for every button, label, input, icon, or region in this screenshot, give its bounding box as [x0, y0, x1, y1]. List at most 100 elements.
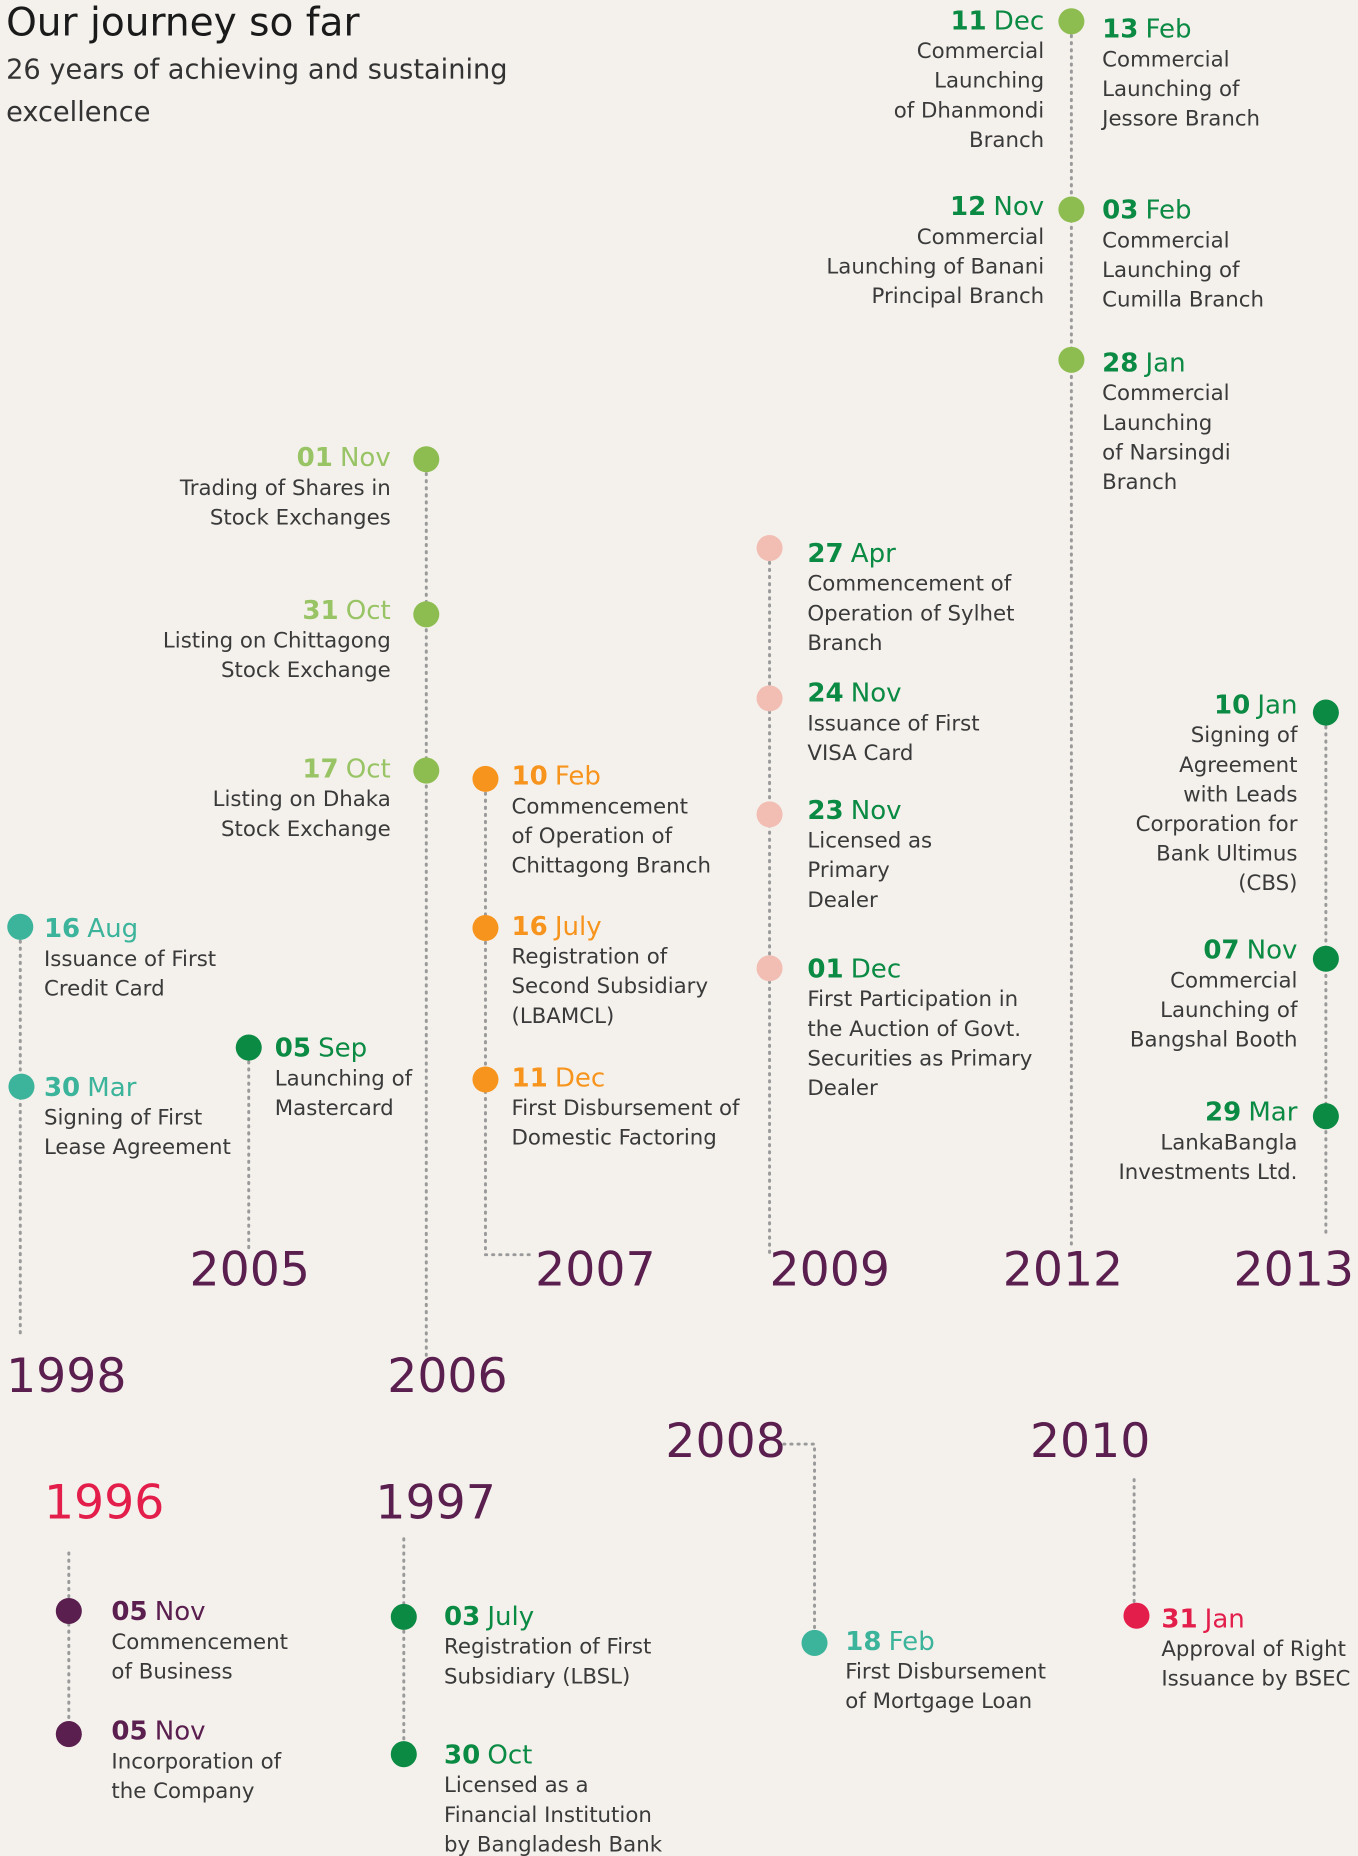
event-month: Nov: [340, 443, 391, 473]
event-date: 10 Feb: [512, 761, 601, 791]
event-dot: [413, 757, 440, 784]
event-month: Feb: [555, 761, 601, 791]
event-text: of Dhanmondi: [894, 98, 1044, 123]
event-dot: [1058, 196, 1085, 223]
event-text: Stock Exchange: [221, 658, 391, 683]
event-date: 30 Oct: [444, 1740, 532, 1770]
event-text: Licensed as a: [444, 1773, 589, 1798]
event-text: the Auction of Govt.: [807, 1017, 1021, 1042]
event-date: 01 Dec: [807, 954, 901, 984]
event-text: Lease Agreement: [44, 1135, 231, 1160]
event-text: Registration of: [512, 945, 668, 970]
year-label: 1998: [6, 1349, 126, 1404]
event-text: Primary: [807, 858, 889, 883]
event-text: of Narsingdi: [1102, 440, 1231, 465]
event-month: Dec: [555, 1063, 605, 1093]
event-text: Licensed as: [807, 829, 932, 854]
event-text: Stock Exchange: [221, 817, 391, 842]
event-text: Cumilla Branch: [1102, 288, 1264, 313]
event-date: 13 Feb: [1102, 14, 1191, 44]
event-dot: [1312, 1103, 1339, 1130]
event-text: Securities as Primary: [807, 1046, 1032, 1071]
event-day: 05: [111, 1597, 147, 1627]
event-text: Domestic Factoring: [512, 1126, 717, 1151]
event-month: Nov: [851, 795, 902, 825]
event-text: Approval of Right: [1161, 1637, 1346, 1662]
event-dot: [55, 1597, 82, 1624]
event-month: Jan: [1255, 690, 1297, 720]
event-month: Jan: [1143, 348, 1185, 378]
event-date: 05 Sep: [275, 1033, 367, 1063]
event-month: Aug: [87, 914, 138, 944]
event-day: 31: [302, 595, 338, 625]
event-text: Branch: [969, 128, 1044, 153]
event-date: 27 Apr: [807, 538, 896, 568]
event-date: 05 Nov: [111, 1716, 205, 1746]
year-label: 2005: [190, 1242, 310, 1297]
event-day: 28: [1102, 348, 1138, 378]
year-label: 2008: [665, 1414, 785, 1469]
event-text: of Business: [111, 1660, 232, 1685]
event-date: 18 Feb: [845, 1626, 934, 1656]
event-text: of Operation of: [512, 824, 673, 849]
event-day: 11: [950, 6, 986, 36]
event-text: Corporation for: [1136, 812, 1298, 837]
event-text: Agreement: [1179, 753, 1297, 778]
event-dot: [55, 1721, 82, 1748]
event-text: Trading of Shares in: [179, 476, 391, 501]
event-month: Sep: [318, 1033, 367, 1063]
event-text: Bangshal Booth: [1130, 1027, 1298, 1052]
event-text: Launching of: [1102, 258, 1240, 283]
event-day: 30: [444, 1740, 480, 1770]
event-date: 01 Nov: [297, 443, 391, 473]
event-text: Second Subsidiary: [512, 974, 709, 999]
year-label: 2006: [387, 1349, 507, 1404]
event-day: 30: [44, 1072, 80, 1102]
event-dot: [7, 913, 34, 940]
event-text: VISA Card: [807, 741, 913, 766]
event-month: Apr: [851, 538, 896, 568]
event-text: Launching of: [1102, 77, 1240, 102]
event-text: (CBS): [1238, 871, 1297, 896]
event-text: Signing of: [1191, 723, 1298, 748]
event-dot: [756, 535, 783, 562]
event-day: 03: [1102, 195, 1138, 225]
event-text: Launching of Banani: [826, 255, 1044, 280]
event-month: Nov: [993, 192, 1044, 222]
event-month: Nov: [155, 1716, 206, 1746]
year-label: 2009: [770, 1242, 890, 1297]
event-text: Credit Card: [44, 977, 165, 1002]
event-dot: [472, 914, 499, 942]
event-date: 12 Nov: [950, 192, 1044, 222]
event-text: Branch: [807, 631, 882, 656]
event-dot: [756, 801, 783, 828]
event-day: 16: [44, 914, 80, 944]
event-month: Feb: [1145, 14, 1191, 44]
year-label: 2010: [1030, 1414, 1150, 1469]
event-text: Operation of Sylhet: [807, 601, 1014, 626]
event-month: Oct: [346, 754, 391, 784]
event-text: the Company: [111, 1779, 254, 1804]
event-date: 24 Nov: [807, 678, 901, 708]
event-date: 05 Nov: [111, 1597, 205, 1627]
event-dot: [413, 601, 440, 628]
event-dot: [472, 1066, 499, 1093]
event-date: 16 July: [512, 911, 602, 941]
event-day: 13: [1102, 14, 1138, 44]
event-date: 07 Nov: [1203, 935, 1297, 965]
event-date: 29 Mar: [1205, 1097, 1298, 1127]
event-text: Commercial: [1102, 228, 1229, 253]
event-day: 05: [275, 1033, 311, 1063]
event-text: First Participation in: [807, 987, 1018, 1012]
event-text: with Leads: [1183, 782, 1297, 807]
event-date: 03 Feb: [1102, 195, 1191, 225]
event-day: 01: [297, 443, 333, 473]
event-month: July: [485, 1601, 534, 1631]
event-day: 16: [512, 911, 548, 941]
event-text: Subsidiary (LBSL): [444, 1664, 630, 1689]
event-date: 11 Dec: [950, 6, 1044, 36]
event-month: Dec: [994, 6, 1044, 36]
event-dot: [756, 955, 783, 982]
event-day: 01: [807, 954, 843, 984]
